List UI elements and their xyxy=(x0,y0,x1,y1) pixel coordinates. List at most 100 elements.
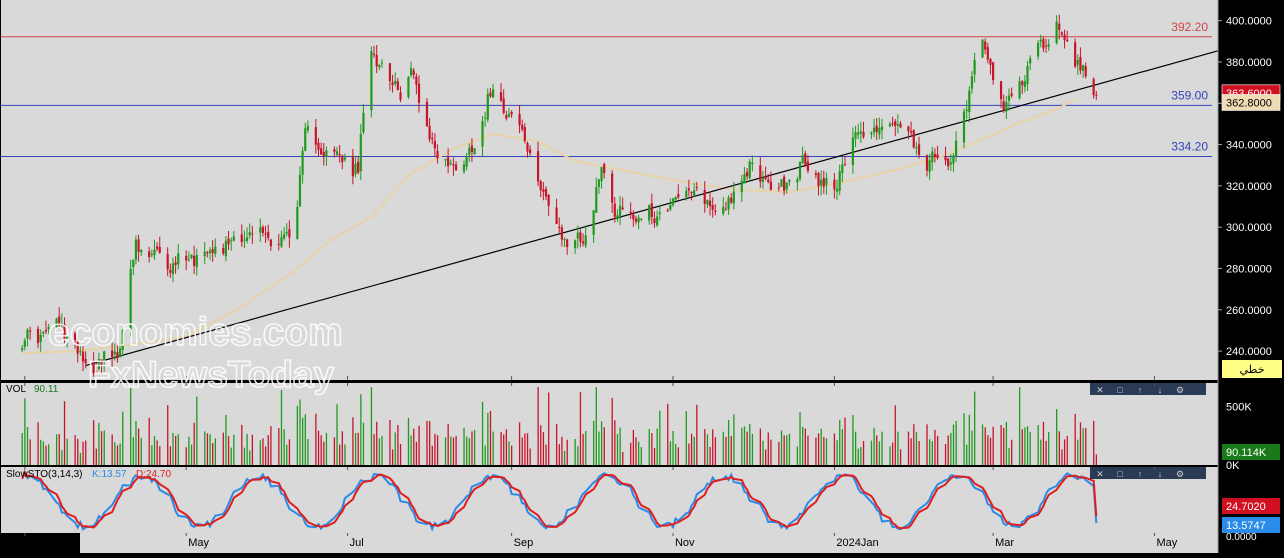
volume-bar xyxy=(1008,447,1010,465)
candle-body xyxy=(26,329,29,339)
volume-bar xyxy=(722,431,724,465)
candle-body xyxy=(370,51,373,111)
price-panel[interactable]: 392.20 359.00 334.20 xyxy=(1,0,1219,380)
move-up-icon[interactable]: ↑ xyxy=(1138,385,1143,395)
volume-bar xyxy=(426,420,428,465)
volume-bar xyxy=(82,441,84,465)
move-down-icon[interactable]: ↓ xyxy=(1158,385,1163,395)
maximize-icon[interactable]: □ xyxy=(1117,385,1123,395)
settings-icon[interactable]: ⚙ xyxy=(1176,469,1184,479)
candle-body xyxy=(394,80,397,84)
candle-body xyxy=(66,336,69,339)
volume-bar xyxy=(820,428,822,465)
volume-bar xyxy=(1093,420,1095,465)
candle-body xyxy=(320,148,323,155)
volume-bar xyxy=(706,434,709,465)
volume-bar xyxy=(529,448,531,465)
candle-body xyxy=(1010,93,1013,96)
volume-bar xyxy=(471,431,473,465)
candle-body xyxy=(949,162,952,165)
candle-body xyxy=(685,191,688,198)
candle-body xyxy=(507,114,511,117)
candle-body xyxy=(629,211,632,214)
candle-body xyxy=(214,246,217,254)
volume-bar xyxy=(690,433,693,465)
chart-type-button[interactable] xyxy=(1222,360,1282,378)
stochastic-d-label: D:24.70 xyxy=(136,469,171,480)
price-tick-label: 320.0000 xyxy=(1226,181,1272,193)
candle-body xyxy=(193,255,196,266)
candle-body xyxy=(584,235,587,246)
volume-bar xyxy=(952,424,955,465)
volume-bar xyxy=(955,420,957,465)
candle-body xyxy=(648,205,651,221)
candle-body xyxy=(317,142,320,150)
volume-bar xyxy=(391,449,394,465)
candle-body xyxy=(288,229,291,238)
candle-body xyxy=(968,90,971,112)
stochastic-k-line[interactable] xyxy=(21,469,1098,532)
volume-bar xyxy=(582,433,584,465)
maximize-icon[interactable]: □ xyxy=(1117,469,1123,479)
candle-body xyxy=(230,240,233,242)
volume-bar xyxy=(640,446,642,465)
volume-bar xyxy=(788,433,791,465)
stochastic-tick-label: 0.0000 xyxy=(1226,532,1257,543)
volume-bar xyxy=(251,434,254,465)
candle-body xyxy=(634,218,638,222)
volume-bar xyxy=(762,440,764,465)
move-down-icon[interactable]: ↓ xyxy=(1158,469,1163,479)
candle-body xyxy=(333,149,336,152)
volume-bar xyxy=(190,444,193,465)
settings-icon[interactable]: ⚙ xyxy=(1176,385,1184,395)
volume-bar xyxy=(296,405,299,465)
volume-bar xyxy=(783,435,785,465)
stochastic-panel[interactable]: SlowSTO(3,14,3) K:13.57 D:24.70 xyxy=(1,467,1218,533)
candle-body xyxy=(36,328,40,344)
volume-panel-label: VOL xyxy=(6,384,26,395)
candle-body xyxy=(822,178,825,187)
candle-body xyxy=(910,131,913,133)
volume-bar xyxy=(169,446,172,465)
volume-bar xyxy=(696,404,698,465)
volume-bar xyxy=(320,435,322,465)
candle-body xyxy=(248,232,251,236)
candle-body xyxy=(1026,66,1029,85)
candle-body xyxy=(989,58,992,65)
close-icon[interactable]: ✕ xyxy=(1096,385,1104,395)
volume-bar xyxy=(910,438,912,465)
candle-body xyxy=(1005,102,1008,112)
price-tick-label: 300.0000 xyxy=(1226,222,1272,234)
volume-bar xyxy=(907,431,910,465)
candle-body xyxy=(936,154,939,158)
volume-bar xyxy=(79,452,82,465)
volume-bar xyxy=(323,441,325,465)
volume-bar xyxy=(598,431,600,465)
candle-body xyxy=(1058,23,1061,30)
volume-bar xyxy=(466,436,468,465)
close-icon[interactable]: ✕ xyxy=(1096,469,1104,479)
candle-body xyxy=(97,359,100,369)
volume-panel[interactable]: VOL 90.11 xyxy=(1,383,1218,465)
candle-body xyxy=(372,53,376,55)
candle-body xyxy=(917,144,921,155)
volume-bar xyxy=(508,441,510,465)
candle-body xyxy=(1002,101,1005,110)
candle-body xyxy=(232,236,235,241)
volume-bar xyxy=(638,441,640,465)
stochastic-d-line[interactable] xyxy=(21,470,1098,530)
volume-bar xyxy=(1005,421,1008,465)
candle-body xyxy=(965,109,968,112)
volume-bar xyxy=(63,401,66,465)
candle-body xyxy=(579,232,582,242)
volume-bar xyxy=(852,415,854,465)
moving-average-line[interactable] xyxy=(22,98,1076,355)
volume-bar xyxy=(40,439,42,465)
move-up-icon[interactable]: ↑ xyxy=(1138,469,1143,479)
candle-body xyxy=(222,248,225,254)
candle-body xyxy=(203,251,206,257)
candle-body xyxy=(838,171,841,191)
candle-body xyxy=(1018,81,1021,99)
candle-body xyxy=(1036,42,1040,57)
